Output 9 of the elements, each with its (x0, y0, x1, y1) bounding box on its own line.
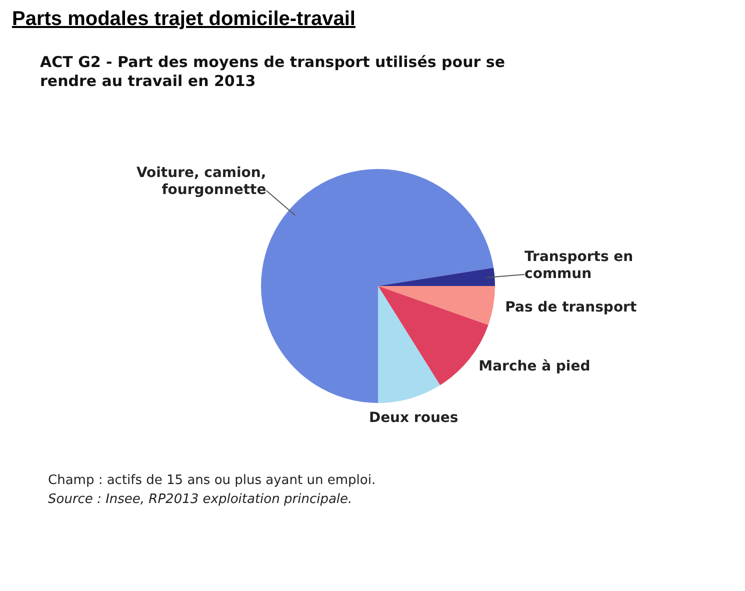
slice-label: Transports en commun (524, 249, 634, 282)
slice-label: Marche à pied (478, 358, 590, 374)
chart-subtitle: ACT G2 - Part des moyens de transport utilisés pour se rendre au travail en 2013 (40, 53, 506, 91)
source-note: Source : Insee, RP2013 exploitation principale. (48, 491, 354, 509)
text: Champ : actifs de 15 ans ou plus ayant un emploi. (48, 472, 377, 490)
slice-label: Deux roues (368, 410, 458, 426)
chart-title: Parts modales trajet domicile-travail (12, 8, 356, 31)
slice-label: Voiture, camion, fourgonnette (136, 165, 266, 198)
slice-label: Pas de transport (505, 299, 637, 316)
